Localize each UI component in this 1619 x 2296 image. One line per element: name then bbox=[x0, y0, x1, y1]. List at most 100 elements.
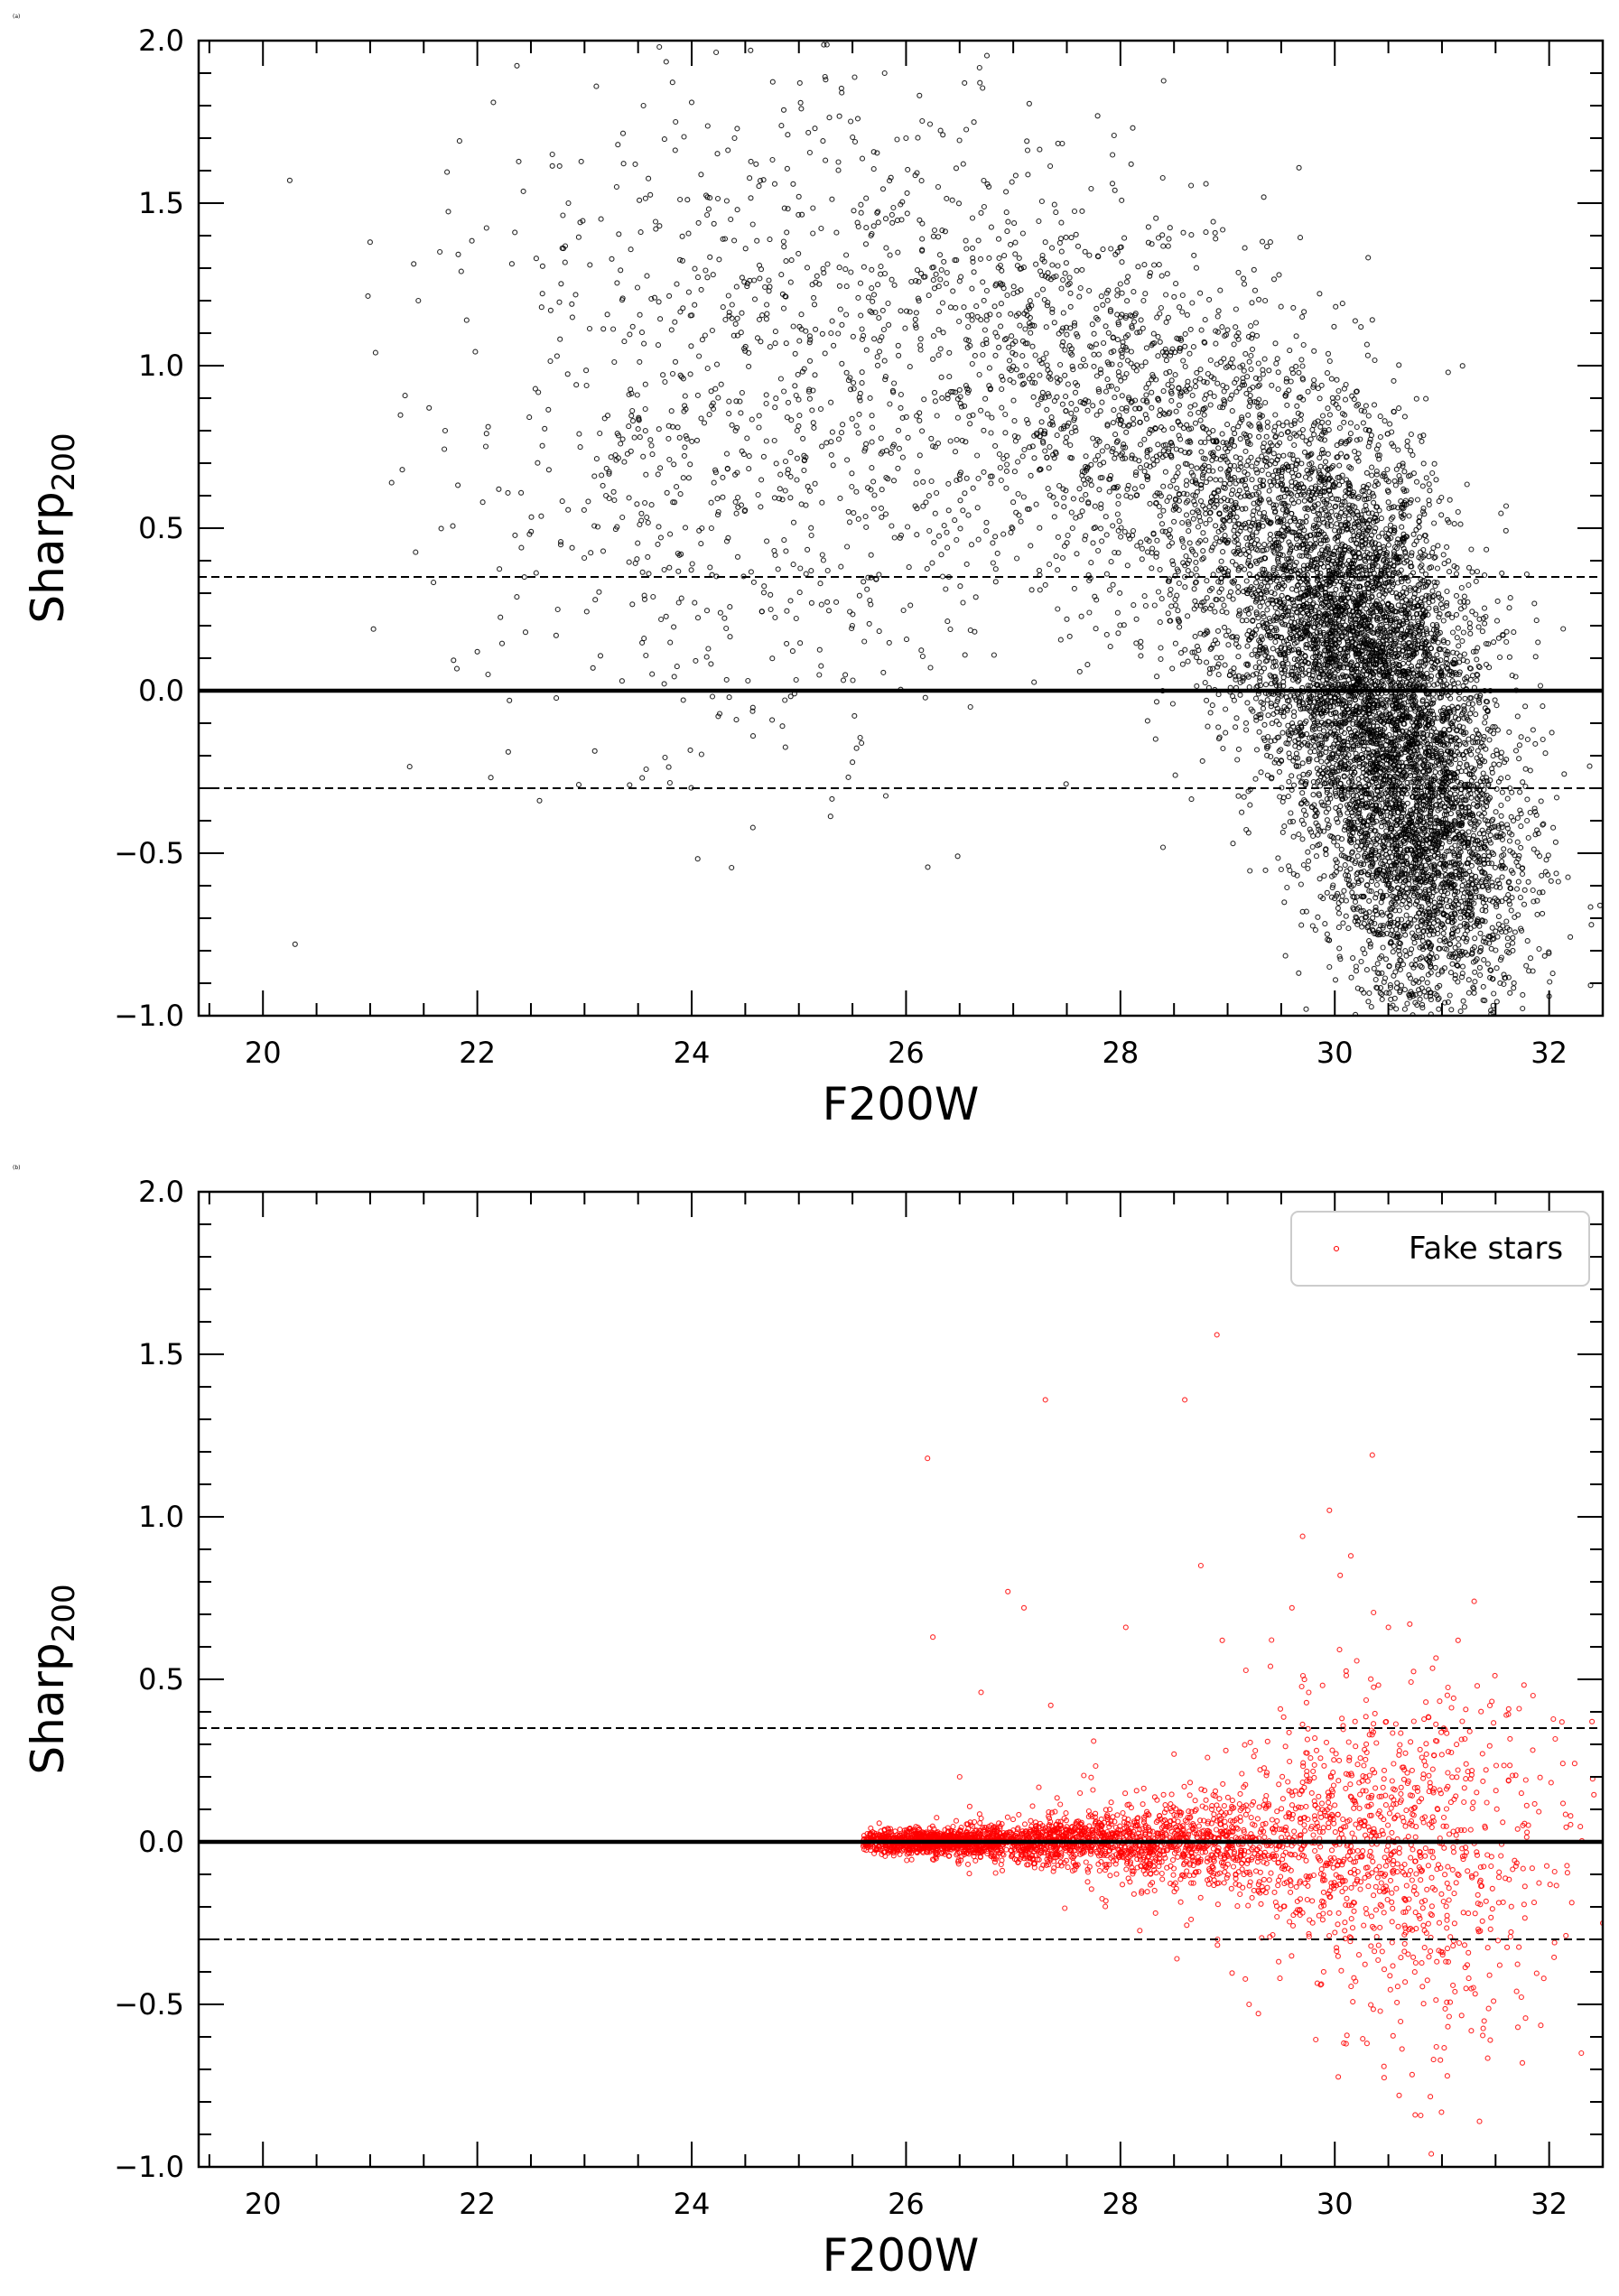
data-point bbox=[1343, 454, 1349, 460]
data-point bbox=[1477, 971, 1484, 979]
data-point bbox=[726, 694, 732, 701]
data-point bbox=[1509, 673, 1515, 679]
data-point bbox=[1475, 748, 1481, 754]
data-point bbox=[1224, 327, 1231, 333]
data-point bbox=[1498, 813, 1504, 819]
data-point bbox=[1260, 599, 1266, 605]
data-point bbox=[1373, 714, 1380, 720]
data-point bbox=[1323, 851, 1329, 858]
data-point bbox=[737, 398, 743, 404]
data-point bbox=[1453, 592, 1460, 599]
data-point bbox=[1498, 754, 1504, 760]
data-point bbox=[1365, 443, 1372, 450]
data-point bbox=[1453, 744, 1460, 750]
data-point bbox=[1256, 296, 1262, 302]
data-point bbox=[1395, 602, 1401, 609]
data-point bbox=[1296, 763, 1302, 769]
data-point bbox=[1276, 495, 1282, 501]
data-point bbox=[1242, 720, 1250, 726]
data-point bbox=[1466, 771, 1474, 777]
data-point bbox=[1447, 992, 1453, 999]
data-point bbox=[1449, 961, 1456, 967]
data-point bbox=[1294, 403, 1300, 409]
data-point bbox=[1253, 467, 1260, 473]
data-point bbox=[1298, 416, 1304, 423]
data-point bbox=[1518, 734, 1524, 740]
data-point bbox=[1421, 745, 1428, 751]
data-point bbox=[372, 349, 378, 356]
data-point bbox=[1223, 632, 1229, 638]
data-point bbox=[1286, 778, 1292, 785]
data-point bbox=[1548, 878, 1554, 884]
data-point bbox=[1530, 887, 1536, 894]
data-point bbox=[1192, 479, 1198, 486]
data-point bbox=[854, 116, 861, 122]
data-point bbox=[1366, 488, 1372, 496]
data-point bbox=[1348, 537, 1354, 544]
data-point bbox=[1354, 843, 1360, 850]
data-point bbox=[1155, 353, 1161, 359]
data-point bbox=[1397, 966, 1403, 972]
data-point bbox=[1325, 451, 1331, 457]
data-point bbox=[1291, 709, 1298, 715]
data-point bbox=[1285, 622, 1291, 628]
data-point bbox=[1355, 880, 1362, 887]
data-point bbox=[1434, 715, 1440, 721]
data-point bbox=[1378, 860, 1384, 867]
data-point bbox=[1424, 731, 1430, 739]
data-point bbox=[1504, 935, 1511, 942]
data-point bbox=[1355, 495, 1362, 501]
data-point bbox=[1305, 388, 1311, 395]
data-point bbox=[1281, 899, 1288, 906]
data-point bbox=[1269, 720, 1275, 727]
data-point bbox=[1393, 466, 1400, 472]
data-point bbox=[1440, 930, 1447, 936]
data-point bbox=[1537, 683, 1544, 689]
data-point bbox=[1331, 323, 1337, 330]
data-point bbox=[1312, 926, 1318, 934]
data-point bbox=[1371, 499, 1377, 506]
data-point bbox=[1296, 369, 1302, 376]
data-point bbox=[1454, 564, 1460, 571]
data-point bbox=[286, 177, 293, 183]
data-point bbox=[507, 697, 513, 703]
data-point bbox=[1482, 620, 1488, 627]
data-point bbox=[1369, 317, 1375, 323]
data-point bbox=[1288, 378, 1294, 385]
data-point bbox=[1252, 664, 1259, 671]
data-point bbox=[1282, 953, 1289, 959]
data-point bbox=[1427, 488, 1433, 494]
data-point bbox=[1249, 477, 1255, 483]
data-point bbox=[1456, 653, 1463, 659]
data-point bbox=[1400, 729, 1406, 735]
data-point bbox=[1290, 833, 1297, 840]
data-point bbox=[1404, 1000, 1410, 1007]
data-point bbox=[1411, 542, 1418, 548]
data-point bbox=[1512, 674, 1519, 680]
data-point bbox=[1422, 571, 1429, 578]
data-point bbox=[1483, 640, 1489, 647]
data-point bbox=[1451, 521, 1457, 527]
data-point bbox=[1508, 907, 1514, 914]
data-point bbox=[1291, 417, 1298, 424]
data-point bbox=[1353, 968, 1360, 974]
data-point bbox=[753, 161, 759, 167]
data-point bbox=[1289, 586, 1296, 592]
data-point bbox=[1239, 618, 1245, 624]
data-point bbox=[1305, 865, 1311, 871]
data-point bbox=[1256, 382, 1262, 388]
data-point bbox=[1484, 546, 1490, 553]
data-point bbox=[1380, 871, 1386, 878]
data-point bbox=[1473, 611, 1479, 618]
data-point bbox=[1388, 996, 1394, 1002]
data-point bbox=[426, 404, 433, 411]
data-point bbox=[1441, 925, 1447, 931]
data-point bbox=[817, 581, 823, 587]
data-point bbox=[1128, 161, 1134, 167]
data-point bbox=[1235, 541, 1242, 548]
data-point bbox=[1375, 876, 1382, 882]
data-point bbox=[1247, 868, 1253, 874]
data-point bbox=[1429, 469, 1436, 477]
data-point bbox=[1234, 757, 1241, 763]
data-point bbox=[1213, 523, 1219, 529]
